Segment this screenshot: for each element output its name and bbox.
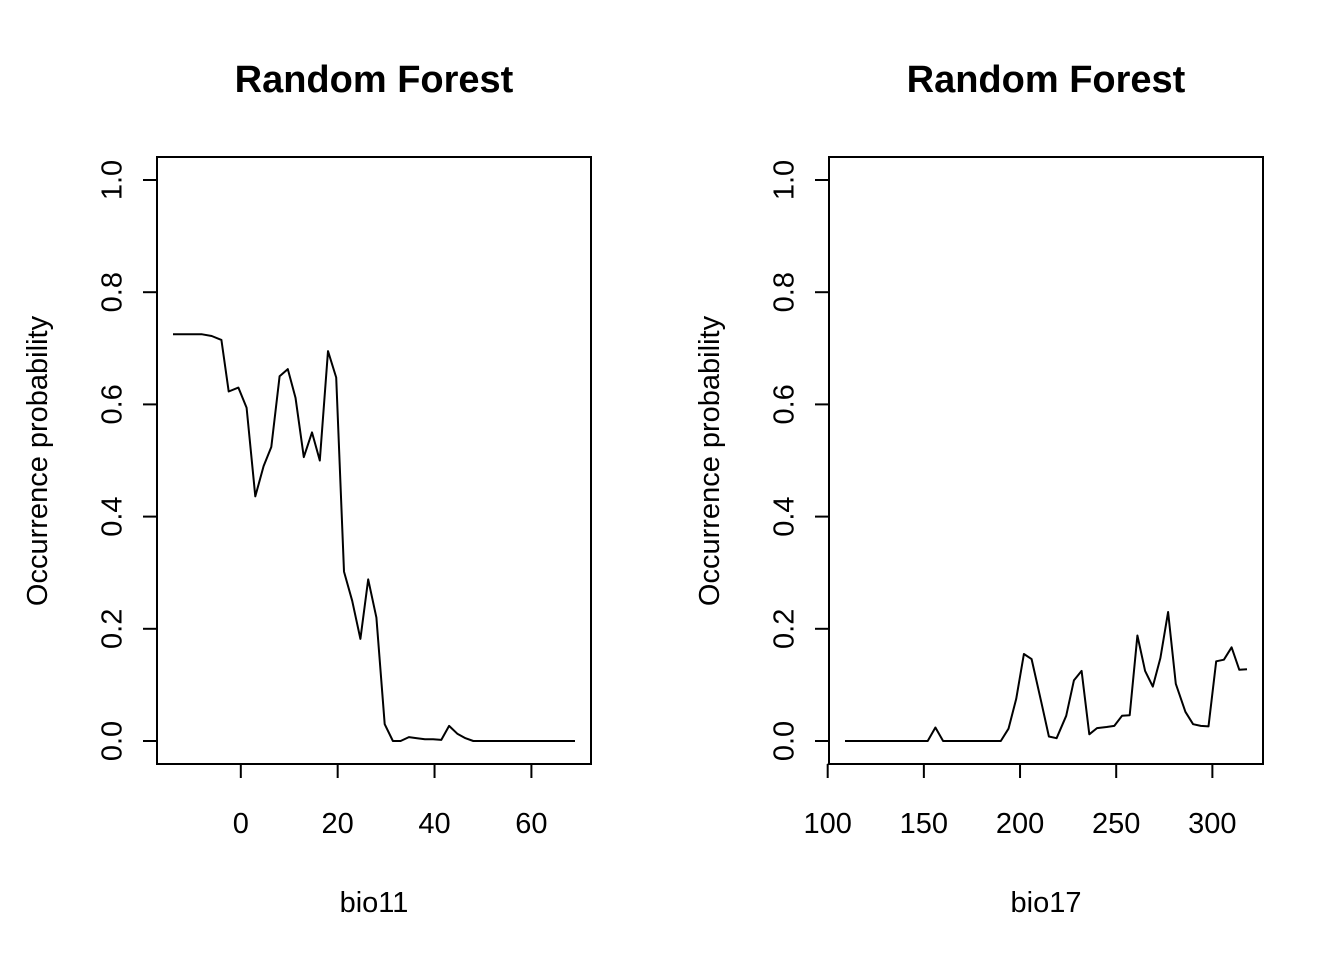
- y-tick-label: 0.4: [96, 496, 128, 536]
- y-tick-label: 1.0: [768, 160, 800, 200]
- y-tick-label: 0.6: [96, 384, 128, 424]
- x-tick-label: 60: [515, 808, 547, 840]
- y-tick-label: 0.4: [768, 496, 800, 536]
- x-axis: 100 150 200 250 300: [803, 763, 1237, 840]
- y-tick-label: 0.0: [768, 721, 800, 761]
- chart-title: Random Forest: [235, 59, 514, 101]
- x-tick-label: 40: [418, 808, 450, 840]
- x-tick-label: 0: [233, 808, 249, 840]
- plot-panel-bio17: Random Forest 0.0 0.2 0.4 0.6 0.8 1.0 100 150 2…: [694, 59, 1264, 919]
- plot-panel-bio11: Random Forest 0.0 0.2 0.4 0.6 0.8 1.0 0 20 40 60…: [22, 59, 592, 919]
- x-axis: 0 20 40 60: [233, 763, 548, 840]
- x-tick-label: 250: [1092, 808, 1140, 840]
- y-axis: 0.0 0.2 0.4 0.6 0.8 1.0: [768, 160, 830, 761]
- x-tick-label: 20: [322, 808, 354, 840]
- x-tick-label: 150: [900, 808, 948, 840]
- y-tick-label: 1.0: [96, 160, 128, 200]
- y-tick-label: 0.2: [768, 609, 800, 649]
- x-tick-label: 200: [996, 808, 1044, 840]
- x-axis-label: bio11: [340, 887, 409, 919]
- chart-title: Random Forest: [907, 59, 1186, 101]
- response-curve-line: [173, 333, 575, 742]
- y-axis-label: Occurrence probability: [22, 315, 54, 606]
- x-tick-label: 300: [1188, 808, 1236, 840]
- plot-frame: [828, 156, 1264, 765]
- y-tick-label: 0.2: [96, 609, 128, 649]
- x-axis-label: bio17: [1011, 887, 1082, 919]
- y-tick-label: 0.0: [96, 721, 128, 761]
- x-tick-label: 100: [803, 808, 851, 840]
- response-curve-line: [845, 611, 1248, 742]
- plot-frame: [156, 156, 592, 765]
- y-tick-label: 0.8: [96, 272, 128, 312]
- y-tick-label: 0.8: [768, 272, 800, 312]
- y-tick-label: 0.6: [768, 384, 800, 424]
- y-axis-label: Occurrence probability: [694, 315, 726, 606]
- y-axis: 0.0 0.2 0.4 0.6 0.8 1.0: [96, 160, 158, 761]
